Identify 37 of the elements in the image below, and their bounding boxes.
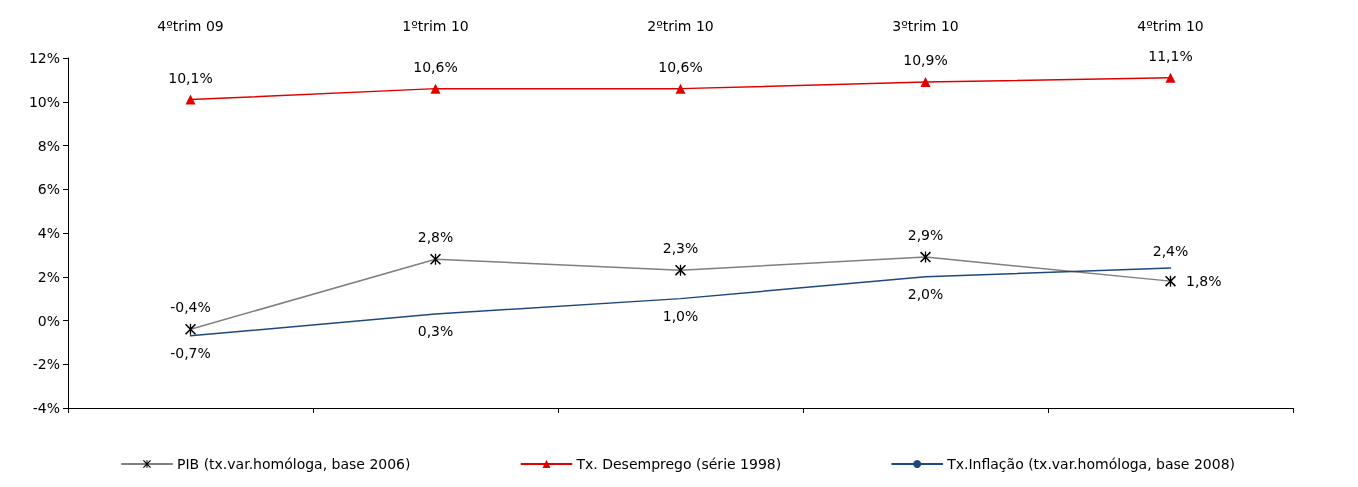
data-label: 2,3% [662,239,699,256]
y-tick-label: 2% [37,268,60,285]
data-label: 1,0% [662,307,699,324]
data-label: 10,6% [413,58,458,75]
y-tick-label: 0% [37,312,60,329]
data-label: 1,8% [1186,273,1222,290]
x-tick-label: 4ºtrim 10 [1137,18,1204,34]
x-tick-label: 1ºtrim 10 [402,18,469,34]
y-tick-label: 12% [28,50,60,66]
data-label: -0,7% [170,344,211,361]
y-tick-label: -4% [32,400,60,416]
x-tick-label: 4ºtrim 09 [157,18,224,34]
data-label: 10,9% [903,52,948,69]
y-tick-label: 10% [28,93,60,110]
point [430,83,441,94]
data-label: 11,1% [1148,47,1193,64]
data-label: 10,1% [168,69,213,86]
x-tick-label: 3ºtrim 10 [892,18,959,34]
y-tick-label: 8% [37,137,60,154]
data-label: 2,4% [1152,243,1189,259]
y-tick-label: 6% [37,181,60,198]
point [920,77,931,88]
data-label: 0,3% [417,322,454,339]
point [1165,72,1176,83]
data-label: 2,0% [907,285,944,302]
data-label: 10,6% [658,58,703,75]
x-tick-label: 2ºtrim 10 [647,18,714,34]
legend-label: PIB (tx.var.homóloga, base 2006) [177,456,411,472]
point [185,94,196,105]
legend-label: Tx.Inflação (tx.var.homóloga, base 2008) [946,456,1235,472]
data-label: 2,8% [417,228,454,245]
legend-label: Tx. Desemprego (série 1998) [575,456,782,472]
y-tick-label: 4% [37,225,60,241]
data-label: 2,9% [907,226,944,243]
point [675,83,686,94]
y-tick-label: -2% [32,356,60,373]
data-label: -0,4% [170,298,211,315]
